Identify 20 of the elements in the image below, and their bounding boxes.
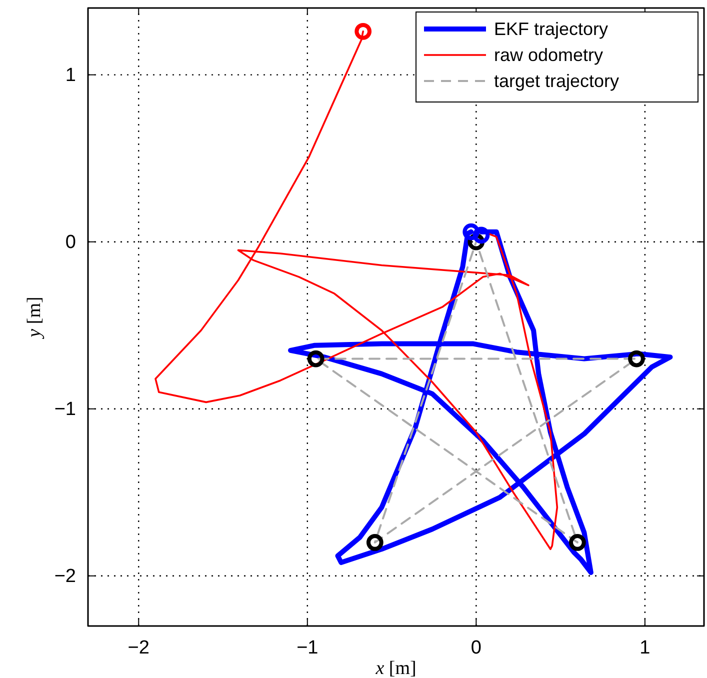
- point: [628, 350, 645, 368]
- point: [354, 22, 372, 40]
- point: [366, 534, 384, 551]
- line-series: [314, 240, 638, 544]
- x-tick-label: 0: [470, 637, 482, 658]
- legend-label: target trajectory: [494, 71, 620, 91]
- y-axis-title: y [m]: [24, 296, 45, 340]
- point: [307, 350, 324, 368]
- x-tick-label: −2: [128, 637, 150, 658]
- y-tick-label: 1: [65, 64, 76, 86]
- point: [472, 226, 490, 244]
- point: [568, 534, 586, 551]
- legend-label: EKF trajectory: [494, 19, 608, 39]
- x-tick-label: −1: [296, 637, 318, 658]
- y-tick-label: −2: [54, 566, 76, 587]
- x-axis-title: x [m]: [374, 658, 416, 678]
- legend-label: raw odometry: [494, 45, 604, 65]
- y-tick-label: 0: [65, 232, 76, 253]
- y-tick-label: −1: [54, 398, 76, 420]
- x-tick-label: 1: [640, 637, 650, 658]
